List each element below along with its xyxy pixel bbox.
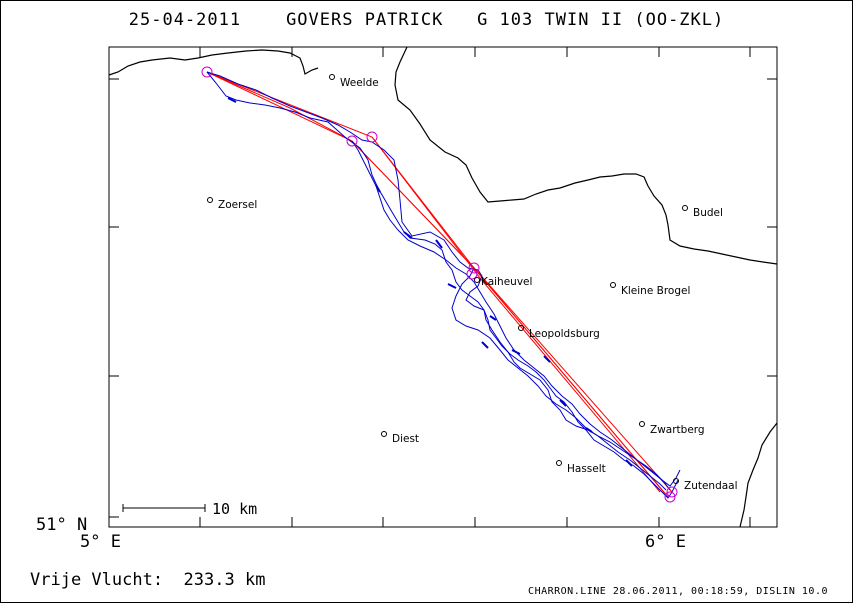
track-climbs	[227, 97, 633, 467]
title-date: 25-04-2011	[128, 10, 242, 30]
axis-ticks	[109, 47, 777, 527]
title-glider: G 103 TWIN II (OO-ZKL)	[477, 10, 725, 30]
flight-label: Vrije Vlucht:	[30, 570, 164, 590]
city-kaiheuvel: Kaiheuvel	[481, 276, 532, 288]
city-zoersel: Zoersel	[218, 199, 257, 211]
lon-label-5: 5° E	[80, 532, 121, 552]
city-diest: Diest	[392, 433, 419, 445]
city-labels: Weelde Zoersel Budel Kaiheuvel Kleine Br…	[218, 77, 738, 492]
city-hasselt: Hasselt	[567, 463, 606, 475]
city-zutendaal: Zutendaal	[684, 480, 738, 492]
lat-label: 51° N	[36, 515, 88, 535]
scale-label: 10 km	[212, 500, 257, 518]
scale-bar	[122, 504, 206, 512]
footer-credit: CHARRON.LINE 28.06.2011, 00:18:59, DISLI…	[528, 586, 828, 597]
city-budel: Budel	[693, 207, 723, 219]
flight-track	[206, 71, 681, 499]
plot-area	[108, 46, 778, 528]
city-weelde: Weelde	[340, 77, 379, 89]
city-zwartberg: Zwartberg	[650, 424, 705, 436]
flight-distance: Vrije Vlucht: 233.3 km	[30, 570, 265, 590]
city-leopoldsburg: Leopoldsburg	[529, 328, 600, 340]
city-kleine-brogel: Kleine Brogel	[621, 285, 690, 297]
flight-value: 233.3 km	[183, 570, 266, 590]
page-title: 25-04-2011 GOVERS PATRICK G 103 TWIN II …	[0, 10, 853, 30]
city-markers	[207, 74, 688, 484]
title-pilot: GOVERS PATRICK	[286, 10, 444, 30]
country-borders	[108, 46, 778, 528]
lon-label-6: 6° E	[645, 532, 686, 552]
turnpoints	[201, 66, 678, 503]
